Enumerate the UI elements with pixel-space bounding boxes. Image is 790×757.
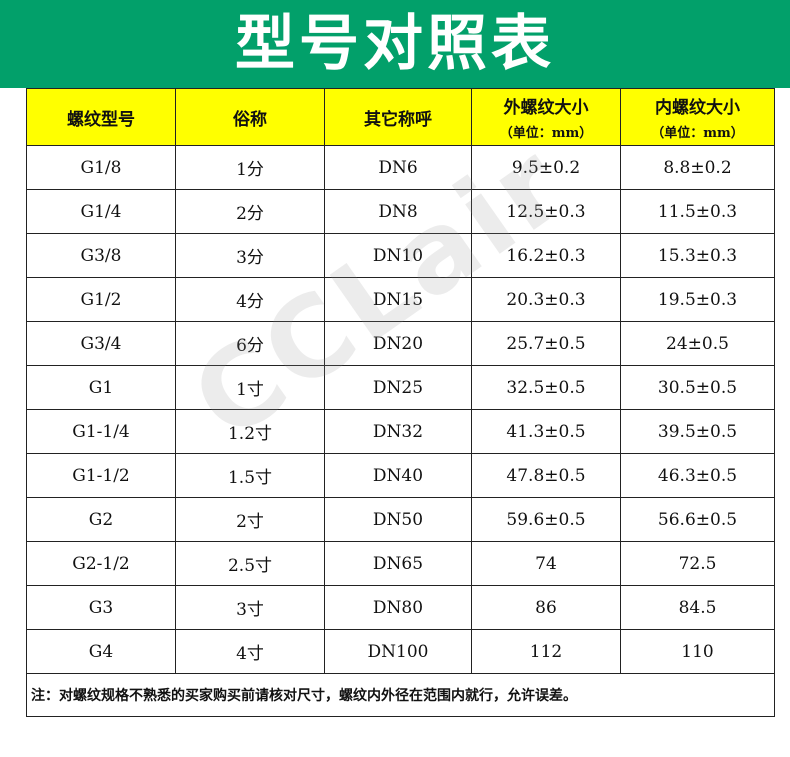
table-cell: 20.3±0.3: [471, 277, 621, 322]
table-cell: 8.8±0.2: [620, 145, 775, 190]
column-header-unit: （单位：mm）: [499, 126, 593, 141]
table-cell: 9.5±0.2: [471, 145, 621, 190]
table-row: G1 1寸 DN25 32.5±0.5 30.5±0.5: [26, 365, 775, 410]
table-cell: 3分: [175, 233, 325, 278]
table-cell: DN25: [324, 365, 472, 410]
header-row: 螺纹型号 俗称 其它称呼 外螺纹大小 （单位：mm） 内螺纹大小 （单位：mm）: [26, 88, 775, 146]
table-row: G4 4寸 DN100 112 110: [26, 629, 775, 674]
table-row: G3 3寸 DN80 86 84.5: [26, 585, 775, 630]
column-header: 螺纹型号: [26, 88, 176, 146]
table-cell: 32.5±0.5: [471, 365, 621, 410]
table-cell: 2.5寸: [175, 541, 325, 586]
table-row: G2 2寸 DN50 59.6±0.5 56.6±0.5: [26, 497, 775, 542]
table-cell: G3/4: [26, 321, 176, 366]
column-header: 其它称呼: [324, 88, 472, 146]
table-cell: DN32: [324, 409, 472, 454]
note-row: 注：对螺纹规格不熟悉的买家购买前请核对尺寸，螺纹内外径在范围内就行，允许误差。: [26, 673, 775, 717]
table-row: G1-1/2 1.5寸 DN40 47.8±0.5 46.3±0.5: [26, 453, 775, 498]
table-cell: 46.3±0.5: [620, 453, 775, 498]
column-header-label: 俗称: [233, 109, 267, 130]
table-cell: G3: [26, 585, 176, 630]
table-cell: 16.2±0.3: [471, 233, 621, 278]
page-title: 型号对照表: [0, 0, 790, 88]
table-cell: 1.5寸: [175, 453, 325, 498]
table-cell: 74: [471, 541, 621, 586]
table-row: G3/8 3分 DN10 16.2±0.3 15.3±0.3: [26, 233, 775, 278]
table-cell: G4: [26, 629, 176, 674]
table-cell: 6分: [175, 321, 325, 366]
table-cell: 1.2寸: [175, 409, 325, 454]
table-cell: G1/2: [26, 277, 176, 322]
table-cell: 19.5±0.3: [620, 277, 775, 322]
table-cell: G1/4: [26, 189, 176, 234]
table-cell: 25.7±0.5: [471, 321, 621, 366]
table-row: G1/8 1分 DN6 9.5±0.2 8.8±0.2: [26, 145, 775, 190]
table-cell: 1分: [175, 145, 325, 190]
table-cell: G1-1/4: [26, 409, 176, 454]
table-cell: DN65: [324, 541, 472, 586]
table-cell: G3/8: [26, 233, 176, 278]
thread-size-table: 螺纹型号 俗称 其它称呼 外螺纹大小 （单位：mm） 内螺纹大小 （单位：mm） G1/8 1…: [26, 88, 775, 717]
column-header-label: 其它称呼: [364, 109, 432, 130]
table-row: G1/2 4分 DN15 20.3±0.3 19.5±0.3: [26, 277, 775, 322]
table-cell: G1-1/2: [26, 453, 176, 498]
table-cell: DN40: [324, 453, 472, 498]
column-header-label: 内螺纹大小: [655, 98, 740, 118]
table-cell: 110: [620, 629, 775, 674]
column-header: 内螺纹大小 （单位：mm）: [620, 88, 775, 146]
table-row: G2-1/2 2.5寸 DN65 74 72.5: [26, 541, 775, 586]
table-cell: 3寸: [175, 585, 325, 630]
table-cell: DN15: [324, 277, 472, 322]
table-row: G1/4 2分 DN8 12.5±0.3 11.5±0.3: [26, 189, 775, 234]
table-cell: G1/8: [26, 145, 176, 190]
table-cell: G2-1/2: [26, 541, 176, 586]
column-header-label: 螺纹型号: [67, 109, 135, 130]
table-cell: 4分: [175, 277, 325, 322]
table-cell: 41.3±0.5: [471, 409, 621, 454]
table-cell: 59.6±0.5: [471, 497, 621, 542]
column-header-label: 外螺纹大小: [503, 98, 589, 118]
table-cell: 72.5: [620, 541, 775, 586]
table-cell: DN20: [324, 321, 472, 366]
table-cell: 2分: [175, 189, 325, 234]
column-header: 俗称: [175, 88, 325, 146]
table-cell: G1: [26, 365, 176, 410]
note-text: 注：对螺纹规格不熟悉的买家购买前请核对尺寸，螺纹内外径在范围内就行，允许误差。: [26, 673, 775, 717]
table-cell: DN6: [324, 145, 472, 190]
table-cell: 2寸: [175, 497, 325, 542]
table-cell: 56.6±0.5: [620, 497, 775, 542]
table-cell: 11.5±0.3: [620, 189, 775, 234]
table-cell: 4寸: [175, 629, 325, 674]
table-row: G1-1/4 1.2寸 DN32 41.3±0.5 39.5±0.5: [26, 409, 775, 454]
column-header-unit: （单位：mm）: [651, 126, 744, 141]
table-cell: DN80: [324, 585, 472, 630]
table-cell: 86: [471, 585, 621, 630]
table-cell: DN100: [324, 629, 472, 674]
column-header: 外螺纹大小 （单位：mm）: [471, 88, 621, 146]
table-cell: 15.3±0.3: [620, 233, 775, 278]
table-cell: 12.5±0.3: [471, 189, 621, 234]
table-cell: 47.8±0.5: [471, 453, 621, 498]
table-cell: 30.5±0.5: [620, 365, 775, 410]
table-cell: DN50: [324, 497, 472, 542]
table-cell: 1寸: [175, 365, 325, 410]
table-cell: 24±0.5: [620, 321, 775, 366]
table-cell: 39.5±0.5: [620, 409, 775, 454]
table-cell: 84.5: [620, 585, 775, 630]
table-cell: DN10: [324, 233, 472, 278]
table-cell: 112: [471, 629, 621, 674]
table-row: G3/4 6分 DN20 25.7±0.5 24±0.5: [26, 321, 775, 366]
table-cell: G2: [26, 497, 176, 542]
table-cell: DN8: [324, 189, 472, 234]
